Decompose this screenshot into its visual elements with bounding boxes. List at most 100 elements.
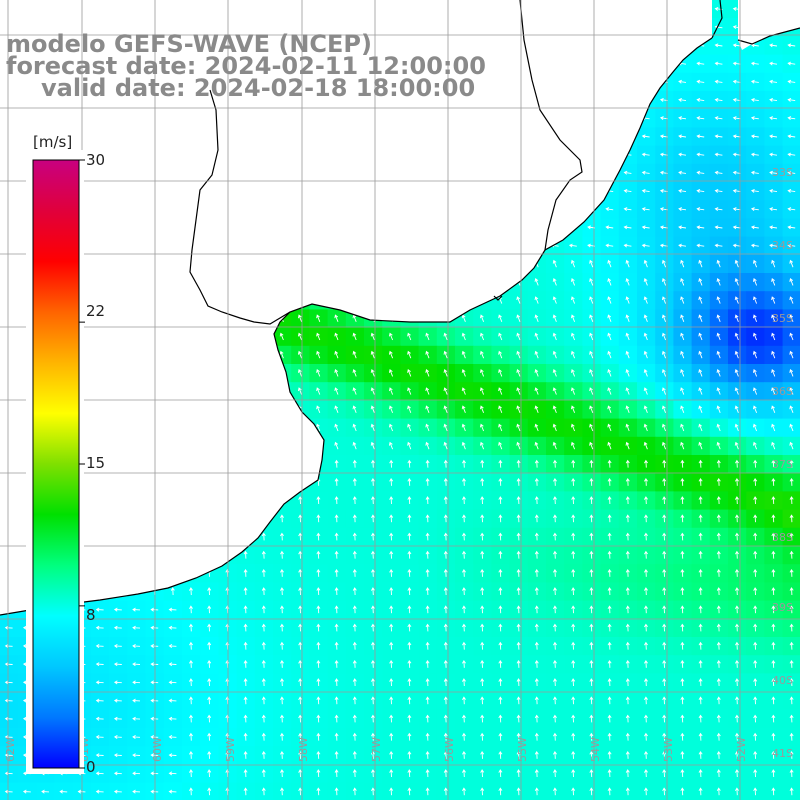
wind-arrow — [407, 441, 412, 450]
wind-arrow — [714, 207, 723, 212]
wind-arrow — [625, 750, 630, 759]
wind-arrow — [4, 771, 13, 776]
wind-arrow — [753, 769, 758, 778]
wind-arrow — [316, 532, 321, 541]
wind-arrow — [643, 314, 648, 322]
wind-arrow — [443, 568, 448, 577]
wind-arrow — [407, 369, 412, 377]
wind-arrow — [425, 441, 430, 450]
wind-arrow — [607, 568, 612, 577]
wind-arrow — [534, 678, 539, 687]
wind-arrow — [352, 641, 357, 650]
wind-arrow — [388, 369, 394, 377]
wind-arrow — [168, 625, 177, 630]
wind-arrow — [407, 696, 412, 705]
wind-arrow — [480, 587, 485, 596]
wind-arrow — [771, 532, 776, 541]
wind-arrow — [534, 732, 539, 741]
wind-arrow — [280, 732, 284, 741]
wind-arrow — [132, 680, 141, 685]
wind-arrow — [644, 732, 648, 741]
wind-arrow — [462, 678, 466, 687]
wind-arrow — [371, 769, 375, 778]
wind-arrow — [95, 644, 104, 648]
wind-arrow — [625, 405, 630, 413]
wind-arrow — [425, 714, 430, 723]
wind-arrow — [714, 188, 723, 193]
longitude-label: 59W — [224, 737, 237, 762]
wind-arrow — [607, 787, 612, 796]
wind-arrow — [641, 188, 650, 193]
wind-arrow — [334, 605, 339, 614]
wind-arrow — [698, 659, 703, 668]
wind-arrow — [443, 350, 448, 359]
wind-arrow — [714, 116, 723, 121]
wind-arrow — [662, 641, 667, 650]
wind-arrow — [113, 644, 122, 648]
longitude-label: 60W — [151, 737, 164, 762]
wind-arrow — [334, 514, 339, 523]
wind-arrow — [334, 750, 339, 759]
wind-arrow — [498, 568, 503, 577]
wind-arrow — [734, 259, 739, 268]
wind-arrow — [735, 696, 739, 705]
wind-arrow — [571, 696, 576, 705]
wind-arrow — [407, 459, 412, 468]
wind-arrow — [298, 659, 303, 668]
wind-arrow — [553, 496, 557, 505]
wind-arrow — [113, 771, 122, 776]
wind-arrow — [641, 170, 650, 175]
wind-arrow — [644, 696, 648, 705]
wind-arrow — [534, 405, 539, 413]
wind-arrow — [787, 188, 796, 193]
wind-arrow — [352, 496, 357, 505]
wind-arrow — [753, 605, 758, 614]
wind-arrow — [661, 405, 667, 413]
wind-arrow — [352, 459, 357, 468]
wind-arrow — [571, 532, 576, 541]
wind-arrow — [753, 550, 758, 559]
wind-arrow — [552, 441, 557, 450]
wind-arrow — [534, 696, 539, 705]
wind-arrow — [480, 678, 485, 687]
wind-speed-cell — [782, 436, 800, 456]
wind-arrow — [516, 732, 521, 741]
latitude-label: 36S — [772, 385, 793, 398]
wind-arrow — [571, 714, 576, 723]
wind-arrow — [753, 641, 758, 650]
wind-arrow — [644, 750, 648, 759]
colorbar-tick-label: 30 — [86, 151, 106, 169]
wind-arrow — [297, 332, 303, 341]
wind-arrow — [771, 459, 776, 468]
wind-arrow — [443, 405, 448, 413]
wind-arrow — [698, 332, 703, 341]
wind-arrow — [316, 769, 321, 778]
wind-arrow — [297, 314, 303, 322]
wind-arrow — [334, 787, 339, 796]
valid-date: valid date: 2024-02-18 18:00:00 — [41, 74, 476, 102]
wind-arrow — [716, 296, 721, 304]
wind-arrow — [516, 641, 521, 650]
wind-arrow — [516, 387, 521, 395]
wind-arrow — [625, 678, 630, 687]
wind-arrow — [662, 732, 667, 741]
wind-arrow — [662, 678, 667, 687]
wind-arrow — [371, 623, 375, 632]
wind-arrow — [625, 605, 630, 614]
latitude-label: 40S — [772, 674, 793, 687]
wind-arrow — [389, 605, 394, 614]
wind-arrow — [771, 369, 776, 377]
wind-arrow — [789, 405, 794, 413]
wind-arrow — [734, 369, 739, 377]
wind-arrow — [480, 514, 485, 523]
latitude-label: 35S — [772, 312, 793, 325]
wind-arrow — [425, 568, 430, 577]
wind-arrow — [534, 623, 539, 632]
wind-arrow — [462, 750, 466, 759]
wind-arrow — [589, 441, 594, 450]
wind-arrow — [732, 152, 741, 157]
wind-arrow — [625, 550, 630, 559]
wind-arrow — [661, 314, 667, 322]
wind-arrow — [113, 789, 122, 794]
wind-arrow — [680, 714, 685, 723]
